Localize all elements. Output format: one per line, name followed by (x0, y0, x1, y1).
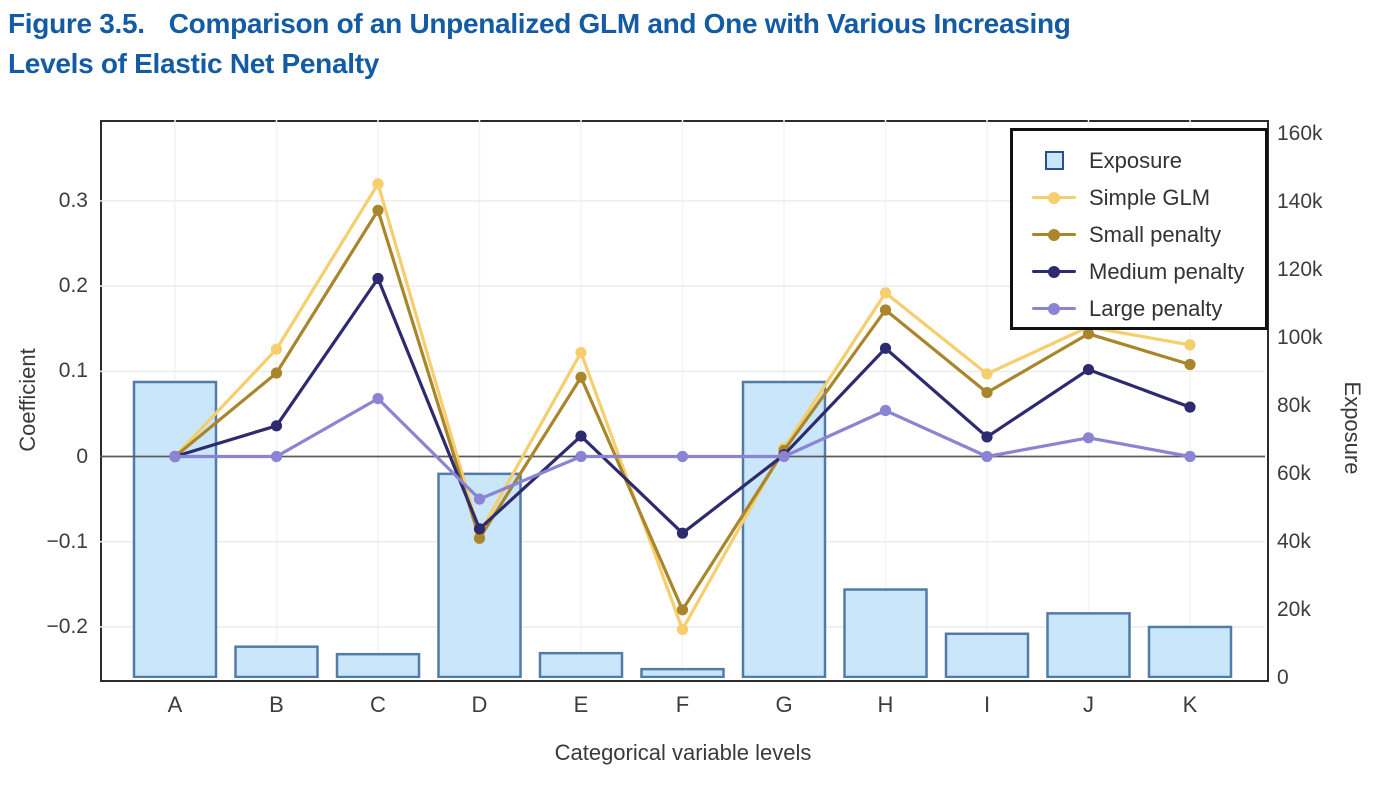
x-axis-title: Categorical variable levels (554, 740, 812, 765)
exposure-swatch-icon (1031, 151, 1077, 170)
figure-title-line1: Comparison of an Unpenalized GLM and One… (168, 8, 1071, 39)
point-simple-glm (676, 623, 689, 635)
point-large-penalty (981, 450, 993, 463)
exposure-bar (335, 652, 421, 678)
y-right-tick-label: 40k (1277, 529, 1311, 553)
point-large-penalty (1184, 450, 1196, 463)
simple-glm-swatch-icon (1031, 191, 1077, 204)
exposure-bar (944, 632, 1030, 678)
legend-label-simple-glm: Simple GLM (1089, 184, 1211, 210)
exposure-bar (1147, 625, 1233, 678)
exposure-bar (437, 472, 522, 678)
y-axis-right-title: Exposure (1340, 381, 1365, 475)
point-simple-glm (981, 368, 993, 380)
point-small-penalty (575, 371, 587, 383)
figure-number: Figure 3.5. (8, 8, 145, 39)
medium-penalty-swatch-icon (1031, 265, 1077, 278)
x-tick-label: E (573, 692, 589, 717)
exposure-bar (843, 588, 928, 678)
y-left-tick-label: −0.2 (46, 614, 88, 638)
point-large-penalty (879, 404, 892, 417)
y-right-tick-label: 140k (1277, 189, 1323, 213)
point-simple-glm (879, 287, 892, 299)
y-right-tick-label: 160k (1277, 121, 1323, 145)
x-tick-label: A (167, 692, 183, 717)
y-left-tick-label: 0 (76, 444, 88, 468)
point-small-penalty (981, 387, 993, 399)
point-large-penalty (372, 393, 384, 405)
y-left-tick-label: −0.1 (46, 529, 88, 553)
x-tick-label: C (370, 692, 386, 717)
point-small-penalty (473, 532, 486, 544)
y-right-tick-label: 0 (1277, 666, 1289, 689)
point-small-penalty (270, 367, 283, 379)
legend-item-small-penalty: Small penalty (1031, 216, 1259, 253)
x-tick-label: H (877, 692, 894, 717)
point-small-penalty (1184, 358, 1196, 371)
point-small-penalty (1082, 328, 1095, 340)
figure-title-line2: Levels of Elastic Net Penalty (8, 48, 380, 79)
point-large-penalty (1082, 432, 1095, 444)
x-tick-label: J (1083, 692, 1094, 717)
point-large-penalty (676, 450, 689, 463)
legend: Exposure Simple GLM Small penalty Medium pe… (1010, 128, 1268, 330)
exposure-bar (1046, 612, 1131, 678)
point-small-penalty (676, 604, 689, 616)
exposure-bar (741, 380, 827, 678)
y-right-tick-label: 100k (1277, 325, 1323, 349)
point-medium-penalty (1184, 401, 1196, 413)
y-left-tick-label: 0.3 (58, 188, 88, 212)
point-simple-glm (372, 178, 384, 190)
point-large-penalty (270, 450, 283, 463)
y-right-tick-label: 120k (1277, 257, 1323, 281)
legend-item-simple-glm: Simple GLM (1031, 179, 1259, 216)
chart-canvas (100, 120, 1265, 678)
point-simple-glm (575, 347, 587, 359)
point-medium-penalty (473, 523, 486, 535)
point-large-penalty (473, 493, 486, 505)
point-large-penalty (778, 450, 790, 463)
y-left-tick-label: 0.2 (58, 274, 88, 298)
x-tick-label: I (983, 692, 991, 717)
exposure-bar (538, 651, 624, 678)
y-axis-left-title: Coefficient (15, 348, 40, 452)
exposure-bar (640, 667, 725, 678)
point-small-penalty (879, 304, 892, 316)
large-penalty-swatch-icon (1031, 302, 1077, 315)
x-tick-label: G (775, 692, 793, 717)
x-tick-label: K (1182, 692, 1198, 717)
x-tick-label: B (269, 692, 284, 717)
y-right-tick-label: 20k (1277, 597, 1311, 621)
x-tick-label: D (471, 692, 488, 717)
point-medium-penalty (981, 431, 993, 443)
point-simple-glm (1184, 339, 1196, 351)
point-medium-penalty (879, 342, 892, 354)
point-medium-penalty (270, 420, 283, 432)
legend-item-exposure: Exposure (1031, 142, 1259, 179)
exposure-bar (132, 380, 218, 678)
x-tick-label: F (675, 692, 690, 717)
legend-item-medium-penalty: Medium penalty (1031, 253, 1259, 290)
figure-title: Figure 3.5. Comparison of an Unpenalized … (8, 4, 1368, 84)
y-left-tick-label: 0.1 (58, 359, 88, 383)
point-large-penalty (575, 450, 587, 463)
point-large-penalty (169, 450, 181, 463)
legend-label-exposure: Exposure (1089, 147, 1182, 173)
y-right-tick-label: 80k (1277, 393, 1311, 417)
point-medium-penalty (575, 430, 587, 442)
legend-label-medium-penalty: Medium penalty (1089, 258, 1245, 284)
point-simple-glm (270, 343, 283, 355)
legend-label-small-penalty: Small penalty (1089, 221, 1222, 247)
legend-item-large-penalty: Large penalty (1031, 290, 1259, 327)
small-penalty-swatch-icon (1031, 228, 1077, 241)
point-medium-penalty (372, 272, 384, 285)
y-right-tick-label: 60k (1277, 461, 1311, 485)
point-small-penalty (372, 204, 384, 216)
point-medium-penalty (676, 527, 689, 539)
legend-label-large-penalty: Large penalty (1089, 295, 1223, 321)
point-medium-penalty (1082, 364, 1095, 376)
exposure-bar (234, 645, 319, 678)
